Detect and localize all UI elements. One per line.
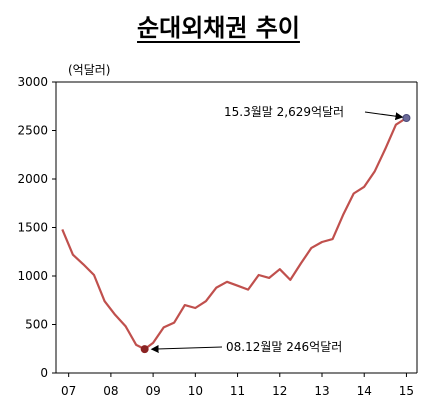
chart-axes <box>52 81 418 377</box>
plot-series <box>61 117 407 351</box>
y-tick-label: 2000 <box>17 172 48 186</box>
x-tick-label: 14 <box>357 384 372 398</box>
min-point-arrow <box>150 344 223 353</box>
y-tick-label: 1500 <box>17 221 48 235</box>
page-title: 순대외채권 추이 <box>137 13 300 42</box>
x-tick-label: 07 <box>61 384 76 398</box>
min-point-marker <box>140 345 149 354</box>
y-tick-label: 0 <box>40 366 48 380</box>
latest-point-arrow <box>364 111 404 121</box>
x-tick-label: 09 <box>145 384 160 398</box>
x-tick-label: 13 <box>314 384 329 398</box>
series-line <box>61 117 407 351</box>
y-tick-label: 2500 <box>17 124 48 138</box>
y-tick-label: 3000 <box>17 75 48 89</box>
y-tick-label: 1000 <box>17 269 48 283</box>
x-tick-label: 15 <box>399 384 414 398</box>
x-tick-labels: 07 08 09 10 11 12 13 14 15 <box>61 384 414 398</box>
annotations: 08.12월말 246억달러 15.3월말 2,629억달러 <box>140 105 411 354</box>
y-tick-labels: 0 500 1000 1500 2000 2500 3000 <box>17 75 48 380</box>
y-tick-label: 500 <box>25 318 48 332</box>
x-tick-label: 10 <box>188 384 203 398</box>
x-tick-label: 11 <box>230 384 245 398</box>
x-tick-label: 08 <box>103 384 118 398</box>
latest-point-marker <box>402 113 411 122</box>
latest-point-annotation: 15.3월말 2,629억달러 <box>224 105 344 119</box>
min-point-annotation: 08.12월말 246억달러 <box>226 340 342 354</box>
y-axis-unit-label: (억달러) <box>68 63 110 77</box>
x-tick-label: 12 <box>272 384 287 398</box>
